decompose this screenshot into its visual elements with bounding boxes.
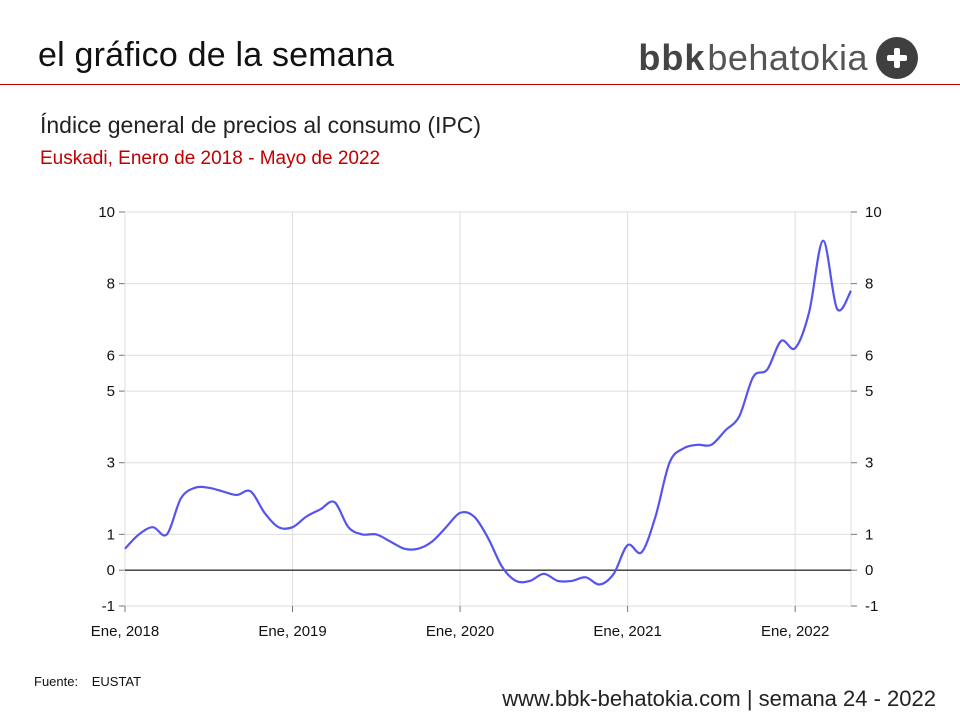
ipc-data-point [724,429,726,431]
ipc-data-point [585,576,587,578]
logo-bold-text: bbk [638,37,706,78]
y-tick-label-left: 8 [107,276,115,293]
ipc-data-point [543,573,545,575]
ipc-data-point [277,526,279,528]
ipc-data-point [263,512,265,514]
plus-circle-icon [876,37,918,79]
ipc-data-point [180,497,182,499]
x-tick-label: Ene, 2022 [761,623,829,640]
ipc-data-point [822,239,824,241]
y-tick-label-left: 3 [107,455,115,472]
ipc-data-point [361,533,363,535]
ipc-data-point [347,526,349,528]
source-note: Fuente: EUSTAT [34,674,151,689]
ipc-data-point [808,311,810,313]
ipc-data-point [166,533,168,535]
y-tick-label-right: 5 [865,383,873,400]
ipc-data-point [124,547,126,549]
ipc-data-point [417,547,419,549]
y-tick-label-right: 6 [865,347,873,364]
ipc-data-point [375,533,377,535]
page-title: el gráfico de la semana [38,36,395,74]
source-value: EUSTAT [91,674,142,689]
ipc-data-point [152,526,154,528]
ipc-data-point [291,526,293,528]
ipc-series-line [124,239,852,586]
y-tick-label-left: 10 [98,204,115,221]
ipc-data-point [222,490,224,492]
ipc-data-point [612,573,614,575]
y-tick-label-right: 8 [865,276,873,293]
y-tick-label-left: 5 [107,383,115,400]
y-tick-label-left: 0 [107,562,115,579]
footer-text: www.bbk-behatokia.com | semana 24 - 2022 [502,686,936,711]
header-divider [0,84,960,85]
ipc-data-point [431,540,433,542]
ipc-data-point [668,462,670,464]
x-tick-label: Ene, 2018 [91,623,159,640]
ipc-data-point [208,487,210,489]
ipc-data-point [557,580,559,582]
y-tick-label-left: -1 [102,598,115,615]
y-tick-label-right: 0 [865,562,873,579]
ipc-data-point [529,580,531,582]
x-tick-label: Ene, 2019 [258,623,326,640]
ipc-data-point [850,290,852,292]
ipc-data-point [710,444,712,446]
y-tick-label-left: 6 [107,347,115,364]
brand-logo: bbk behatokia [638,36,918,80]
ipc-data-point [766,368,768,370]
ipc-data-point [696,444,698,446]
ipc-data-point [473,515,475,517]
ipc-data-point [333,501,335,503]
chart-subtitle: Euskadi, Enero de 2018 - Mayo de 2022 [40,148,381,169]
ipc-data-point [319,508,321,510]
source-label: Fuente: [34,674,79,689]
ipc-data-point [571,580,573,582]
y-tick-label-right: -1 [865,598,878,615]
ipc-data-point [403,547,405,549]
ipc-data-point [235,494,237,496]
y-tick-label-right: 10 [865,204,882,221]
ipc-data-point [194,487,196,489]
ipc-data-point [752,376,754,378]
ipc-data-point [794,347,796,349]
ipc-data-point [305,515,307,517]
ipc-data-point [598,583,600,585]
logo-regular-text: behatokia [707,37,868,78]
ipc-data-point [640,551,642,553]
x-tick-label: Ene, 2020 [426,623,494,640]
ipc-data-point [682,447,684,449]
ipc-data-point [445,526,447,528]
x-tick-label: Ene, 2021 [593,623,661,640]
ipc-data-point [654,515,656,517]
y-tick-label-left: 1 [107,526,115,543]
ipc-data-point [738,415,740,417]
ipc-data-point [389,540,391,542]
ipc-data-point [459,512,461,514]
ipc-data-point [249,490,251,492]
y-tick-label-right: 3 [865,455,873,472]
ipc-data-point [501,565,503,567]
ipc-data-point [515,580,517,582]
ipc-data-point [138,533,140,535]
ipc-data-point [487,537,489,539]
ipc-data-point [626,544,628,546]
ipc-data-point [780,340,782,342]
y-tick-label-right: 1 [865,526,873,543]
chart-title: Índice general de precios al consumo (IP… [40,112,482,138]
ipc-data-point [836,308,838,310]
